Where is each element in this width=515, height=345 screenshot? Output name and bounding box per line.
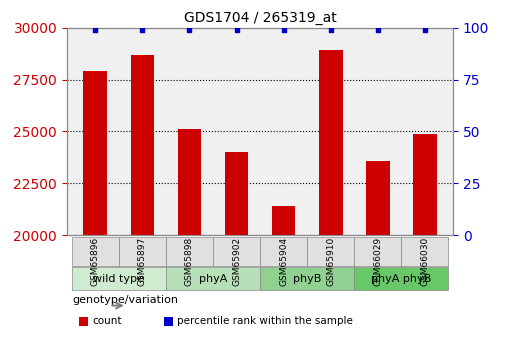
FancyBboxPatch shape xyxy=(401,237,449,266)
Point xyxy=(138,27,146,32)
Text: count: count xyxy=(92,316,122,326)
Text: GSM65902: GSM65902 xyxy=(232,237,241,286)
Point xyxy=(421,27,429,32)
Bar xyxy=(225,152,248,345)
Bar xyxy=(130,55,154,345)
FancyBboxPatch shape xyxy=(213,237,260,266)
FancyBboxPatch shape xyxy=(72,267,166,290)
Text: GSM66030: GSM66030 xyxy=(420,237,430,286)
Point xyxy=(327,27,335,32)
Point xyxy=(232,27,241,32)
Point xyxy=(91,27,99,32)
Text: GSM65896: GSM65896 xyxy=(91,237,100,286)
Title: GDS1704 / 265319_at: GDS1704 / 265319_at xyxy=(184,11,336,25)
Text: phyB: phyB xyxy=(293,274,321,284)
Bar xyxy=(163,317,173,326)
Text: GSM65904: GSM65904 xyxy=(279,237,288,286)
Point xyxy=(185,27,194,32)
FancyBboxPatch shape xyxy=(72,237,119,266)
FancyBboxPatch shape xyxy=(119,237,166,266)
FancyBboxPatch shape xyxy=(307,237,354,266)
FancyBboxPatch shape xyxy=(166,237,213,266)
Text: genotype/variation: genotype/variation xyxy=(73,295,179,305)
FancyBboxPatch shape xyxy=(260,267,354,290)
Text: phyA phyB: phyA phyB xyxy=(371,274,432,284)
Point xyxy=(374,27,382,32)
Text: GSM65910: GSM65910 xyxy=(326,237,335,286)
FancyBboxPatch shape xyxy=(354,267,449,290)
Text: GSM66029: GSM66029 xyxy=(373,237,382,286)
FancyBboxPatch shape xyxy=(166,267,260,290)
Text: percentile rank within the sample: percentile rank within the sample xyxy=(177,316,353,326)
Bar xyxy=(78,317,88,326)
Bar xyxy=(366,160,390,345)
Text: phyA: phyA xyxy=(199,274,227,284)
Bar xyxy=(413,134,437,345)
Bar xyxy=(272,206,296,345)
FancyBboxPatch shape xyxy=(260,237,307,266)
Text: GSM65898: GSM65898 xyxy=(185,237,194,286)
Bar xyxy=(83,71,107,345)
Bar xyxy=(178,129,201,345)
Text: wild type: wild type xyxy=(93,274,144,284)
Text: GSM65897: GSM65897 xyxy=(138,237,147,286)
FancyBboxPatch shape xyxy=(354,237,401,266)
Point xyxy=(280,27,288,32)
Bar xyxy=(319,50,342,345)
